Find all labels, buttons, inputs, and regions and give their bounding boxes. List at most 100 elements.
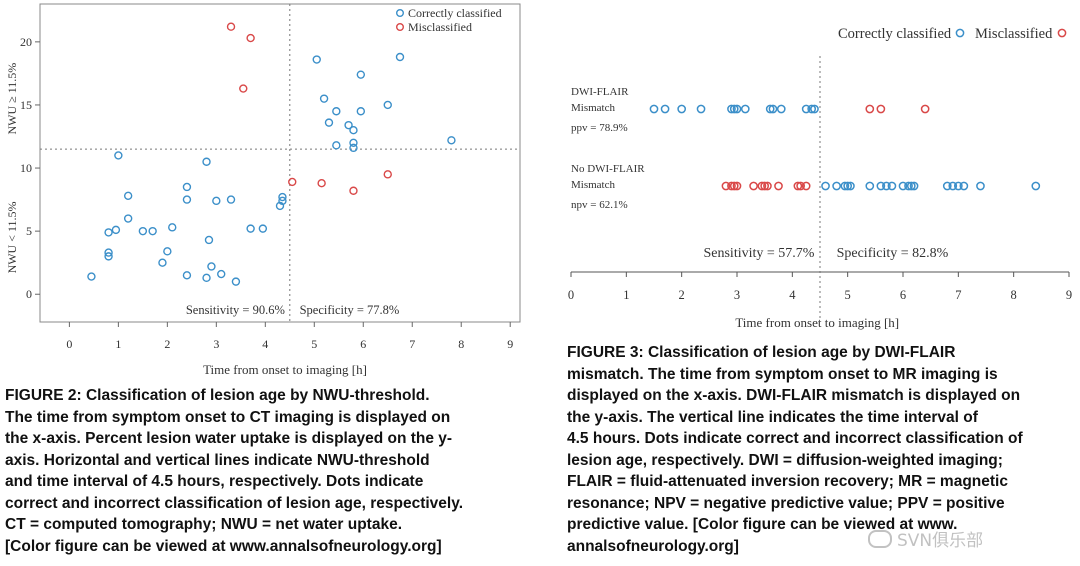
point-correct xyxy=(182,271,192,280)
point-correct xyxy=(821,181,830,191)
watermark: SVN俱乐部 xyxy=(868,526,983,551)
x-tick-label: 1 xyxy=(623,288,629,302)
x-tick-label: 2 xyxy=(164,337,170,351)
point-correct xyxy=(729,104,739,114)
x-axis-label: Time from onset to imaging [h] xyxy=(203,362,367,377)
legend-marker-correct xyxy=(955,28,965,38)
point-correct xyxy=(840,181,850,191)
caption-line: the y-axis. The vertical line indicates … xyxy=(567,408,978,426)
point-correct xyxy=(324,118,334,127)
point-correct xyxy=(212,196,221,206)
point-misclassified xyxy=(796,181,805,191)
specificity-label: Specificity = 77.8% xyxy=(300,303,400,317)
point-correct xyxy=(349,138,358,148)
caption-line: resonance; NPV = negative predictive val… xyxy=(567,494,1005,512)
point-correct xyxy=(202,273,211,283)
x-tick-label: 2 xyxy=(679,288,685,302)
point-correct xyxy=(111,225,121,235)
y-axis-label-top: NWU ≥ 11.5% xyxy=(5,63,19,135)
point-misclassified xyxy=(727,181,736,191)
figure-3-caption: FIGURE 3: Classification of lesion age b… xyxy=(567,342,1077,557)
y-tick-label: 20 xyxy=(20,35,32,49)
point-correct xyxy=(776,104,786,114)
point-correct xyxy=(344,120,353,130)
point-correct xyxy=(356,70,366,79)
x-tick-label: 3 xyxy=(213,337,219,351)
caption-line: CT = computed tomography; NWU = net wate… xyxy=(5,516,403,533)
caption-line: and time interval of 4.5 hours, respecti… xyxy=(5,473,424,490)
row-title: DWI-FLAIR xyxy=(571,86,629,98)
row-subtitle: Mismatch xyxy=(571,179,615,191)
legend-label-misclassified: Misclassified xyxy=(975,26,1053,42)
row-predictive-value: npv = 62.1% xyxy=(571,199,628,211)
point-correct xyxy=(807,104,817,114)
point-correct xyxy=(882,181,891,191)
point-correct xyxy=(740,104,750,114)
point-misclassified xyxy=(760,181,770,191)
caption-line: annalsofneurology.org] xyxy=(567,537,739,555)
legend-marker-correct xyxy=(396,8,405,17)
x-tick-label: 8 xyxy=(1011,288,1017,302)
point-misclassified xyxy=(349,186,358,195)
point-correct xyxy=(349,143,358,153)
point-correct xyxy=(319,94,329,103)
point-correct xyxy=(832,181,841,191)
point-correct xyxy=(231,277,241,286)
point-correct xyxy=(976,181,985,191)
point-correct xyxy=(649,104,659,114)
point-correct xyxy=(246,224,255,233)
point-misclassified xyxy=(239,84,248,93)
point-misclassified xyxy=(876,104,886,114)
point-correct xyxy=(182,182,192,192)
caption-line: axis. Horizontal and vertical lines indi… xyxy=(5,451,430,469)
point-correct xyxy=(123,191,133,201)
point-correct xyxy=(207,262,216,271)
point-correct xyxy=(278,196,287,206)
x-tick-label: 0 xyxy=(568,288,574,302)
y-axis-label-bottom: NWU < 11.5% xyxy=(5,201,19,273)
point-correct xyxy=(104,228,113,237)
y-tick-label: 0 xyxy=(26,287,32,301)
point-misclassified xyxy=(920,104,930,114)
caption-line: predictive value. [Color figure can be v… xyxy=(567,516,958,533)
point-correct xyxy=(898,181,908,191)
row-subtitle: Mismatch xyxy=(571,102,615,114)
row-title: No DWI-FLAIR xyxy=(571,163,645,175)
point-misclassified xyxy=(288,177,297,187)
plot-frame xyxy=(39,3,521,323)
caption-line: FIGURE 2: Classification of lesion age b… xyxy=(5,387,430,404)
point-correct xyxy=(810,104,819,114)
sensitivity-label: Sensitivity = 90.6% xyxy=(186,303,285,317)
point-correct xyxy=(959,181,969,191)
x-tick-label: 3 xyxy=(734,288,740,302)
point-correct xyxy=(332,141,341,150)
point-correct xyxy=(158,258,167,267)
caption-line: [Color figure can be viewed at www.annal… xyxy=(5,537,442,555)
wechat-icon xyxy=(868,529,892,548)
caption-line: lesion age, respectively. DWI = diffusio… xyxy=(567,451,1003,469)
point-correct xyxy=(942,181,952,191)
point-misclassified xyxy=(383,170,392,179)
row-predictive-value: ppv = 78.9% xyxy=(571,122,628,134)
legend-label-correct: Correctly classified xyxy=(838,26,952,42)
point-misclassified xyxy=(721,181,731,191)
point-correct xyxy=(447,136,456,145)
point-correct xyxy=(395,52,405,62)
point-correct xyxy=(677,104,687,114)
point-correct xyxy=(182,195,192,204)
point-correct xyxy=(217,269,226,279)
point-correct xyxy=(226,195,236,204)
point-correct xyxy=(865,181,875,191)
point-misclassified xyxy=(749,181,758,191)
point-misclassified xyxy=(793,181,803,191)
caption-line: displayed on the x-axis. DWI-FLAIR misma… xyxy=(567,387,1021,404)
point-correct xyxy=(87,272,96,281)
point-misclassified xyxy=(801,181,811,191)
x-tick-label: 1 xyxy=(115,337,121,351)
x-tick-label: 5 xyxy=(845,288,851,302)
point-correct xyxy=(1031,181,1041,191)
caption-line: 4.5 hours. Dots indicate correct and inc… xyxy=(567,430,1023,447)
legend-marker-misclassified xyxy=(1057,28,1067,38)
legend-label-misclassified: Misclassified xyxy=(408,20,472,34)
y-tick-label: 10 xyxy=(20,161,32,175)
